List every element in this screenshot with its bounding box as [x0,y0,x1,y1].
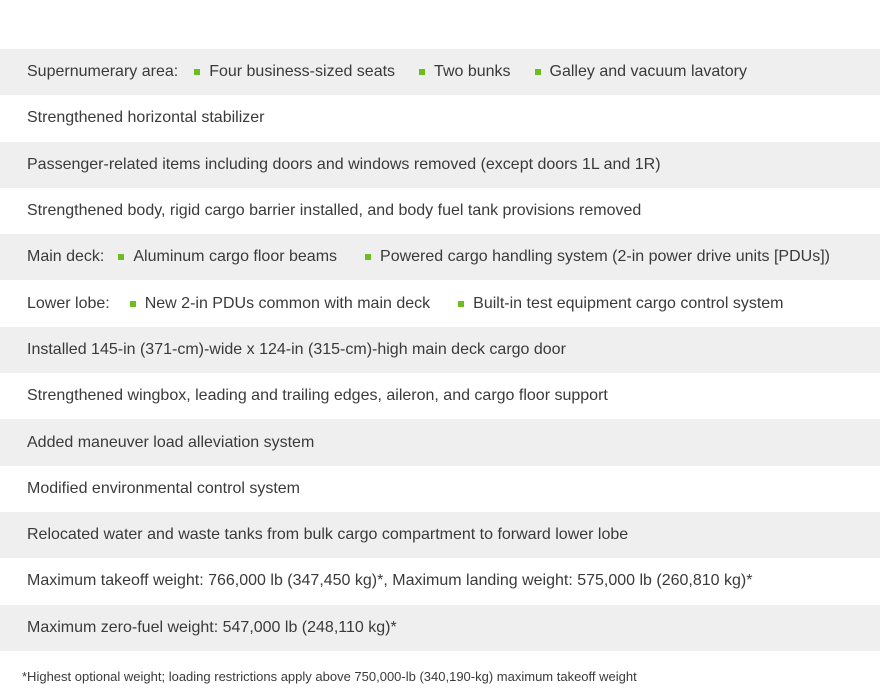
spec-row-text: Strengthened wingbox, leading and traili… [27,387,608,405]
spec-row-lower-lobe: Lower lobe: New 2-in PDUs common with ma… [0,280,880,326]
spec-row-zero-fuel-weight: Maximum zero-fuel weight: 547,000 lb (24… [0,604,880,651]
spec-row-water-waste-tanks: Relocated water and waste tanks from bul… [0,511,880,559]
bullet-square-icon [534,69,541,76]
bullet-square-icon [458,300,465,307]
bullet-item: Powered cargo handling system (2-in powe… [365,248,830,266]
bullet-item: Built-in test equipment cargo control sy… [458,294,784,313]
spec-row-supernumerary-area: Supernumerary area: Four business-sized … [0,49,880,96]
spec-row-lead: Supernumerary area: [27,63,179,81]
spec-row-strengthened-body: Strengthened body, rigid cargo barrier i… [0,188,880,234]
spec-row-text: Installed 145-in (371-cm)-wide x 124-in … [27,340,566,358]
bullet-item: Aluminum cargo floor beams [118,248,337,266]
bullet-square-icon [365,254,372,261]
spec-row-wingbox: Strengthened wingbox, leading and traili… [0,373,880,419]
bullet-text: Built-in test equipment cargo control sy… [473,294,784,312]
spec-row-load-alleviation: Added maneuver load alleviation system [0,419,880,466]
spec-row-text: Modified environmental control system [27,479,301,497]
bullet-square-icon [118,254,125,261]
spec-row-main-deck: Main deck: Aluminum cargo floor beams Po… [0,234,880,281]
bullet-item: New 2-in PDUs common with main deck [129,294,431,313]
bullet-text: Aluminum cargo floor beams [133,248,338,266]
spec-row-text: Strengthened horizontal stabilizer [27,109,265,127]
bullet-square-icon [129,300,136,307]
spec-row-environmental-control: Modified environmental control system [0,466,880,512]
bullet-square-icon [194,69,201,76]
spec-list: Supernumerary area: Four business-sized … [0,49,880,651]
spec-row-lead: Lower lobe: [27,294,110,312]
spec-row-takeoff-landing-weight: Maximum takeoff weight: 766,000 lb (347,… [0,558,880,604]
bullet-text: New 2-in PDUs common with main deck [144,294,431,312]
spec-row-text: Maximum zero-fuel weight: 547,000 lb (24… [27,618,397,636]
bullet-text: Powered cargo handling system (2-in powe… [380,248,830,266]
spec-row-text: Added maneuver load alleviation system [27,433,315,451]
bullet-square-icon [419,69,426,76]
spec-row-text: Maximum takeoff weight: 766,000 lb (347,… [27,572,753,590]
spec-row-cargo-door: Installed 145-in (371-cm)-wide x 124-in … [0,326,880,374]
spec-row-horizontal-stabilizer: Strengthened horizontal stabilizer [0,95,880,141]
bullet-text: Four business-sized seats [209,63,396,81]
spec-row-passenger-items-removed: Passenger-related items including doors … [0,141,880,188]
footnote: *Highest optional weight; loading restri… [22,669,637,684]
bullet-text: Two bunks [434,63,511,81]
bullet-item: Four business-sized seats [194,63,395,81]
bullet-item: Two bunks [419,63,511,81]
spec-row-lead: Main deck: [27,248,105,266]
spec-row-text: Strengthened body, rigid cargo barrier i… [27,202,642,220]
bullet-item: Galley and vacuum lavatory [534,63,747,81]
bullet-text: Galley and vacuum lavatory [549,63,747,81]
spec-row-text: Passenger-related items including doors … [27,155,661,173]
spec-row-text: Relocated water and waste tanks from bul… [27,526,629,544]
